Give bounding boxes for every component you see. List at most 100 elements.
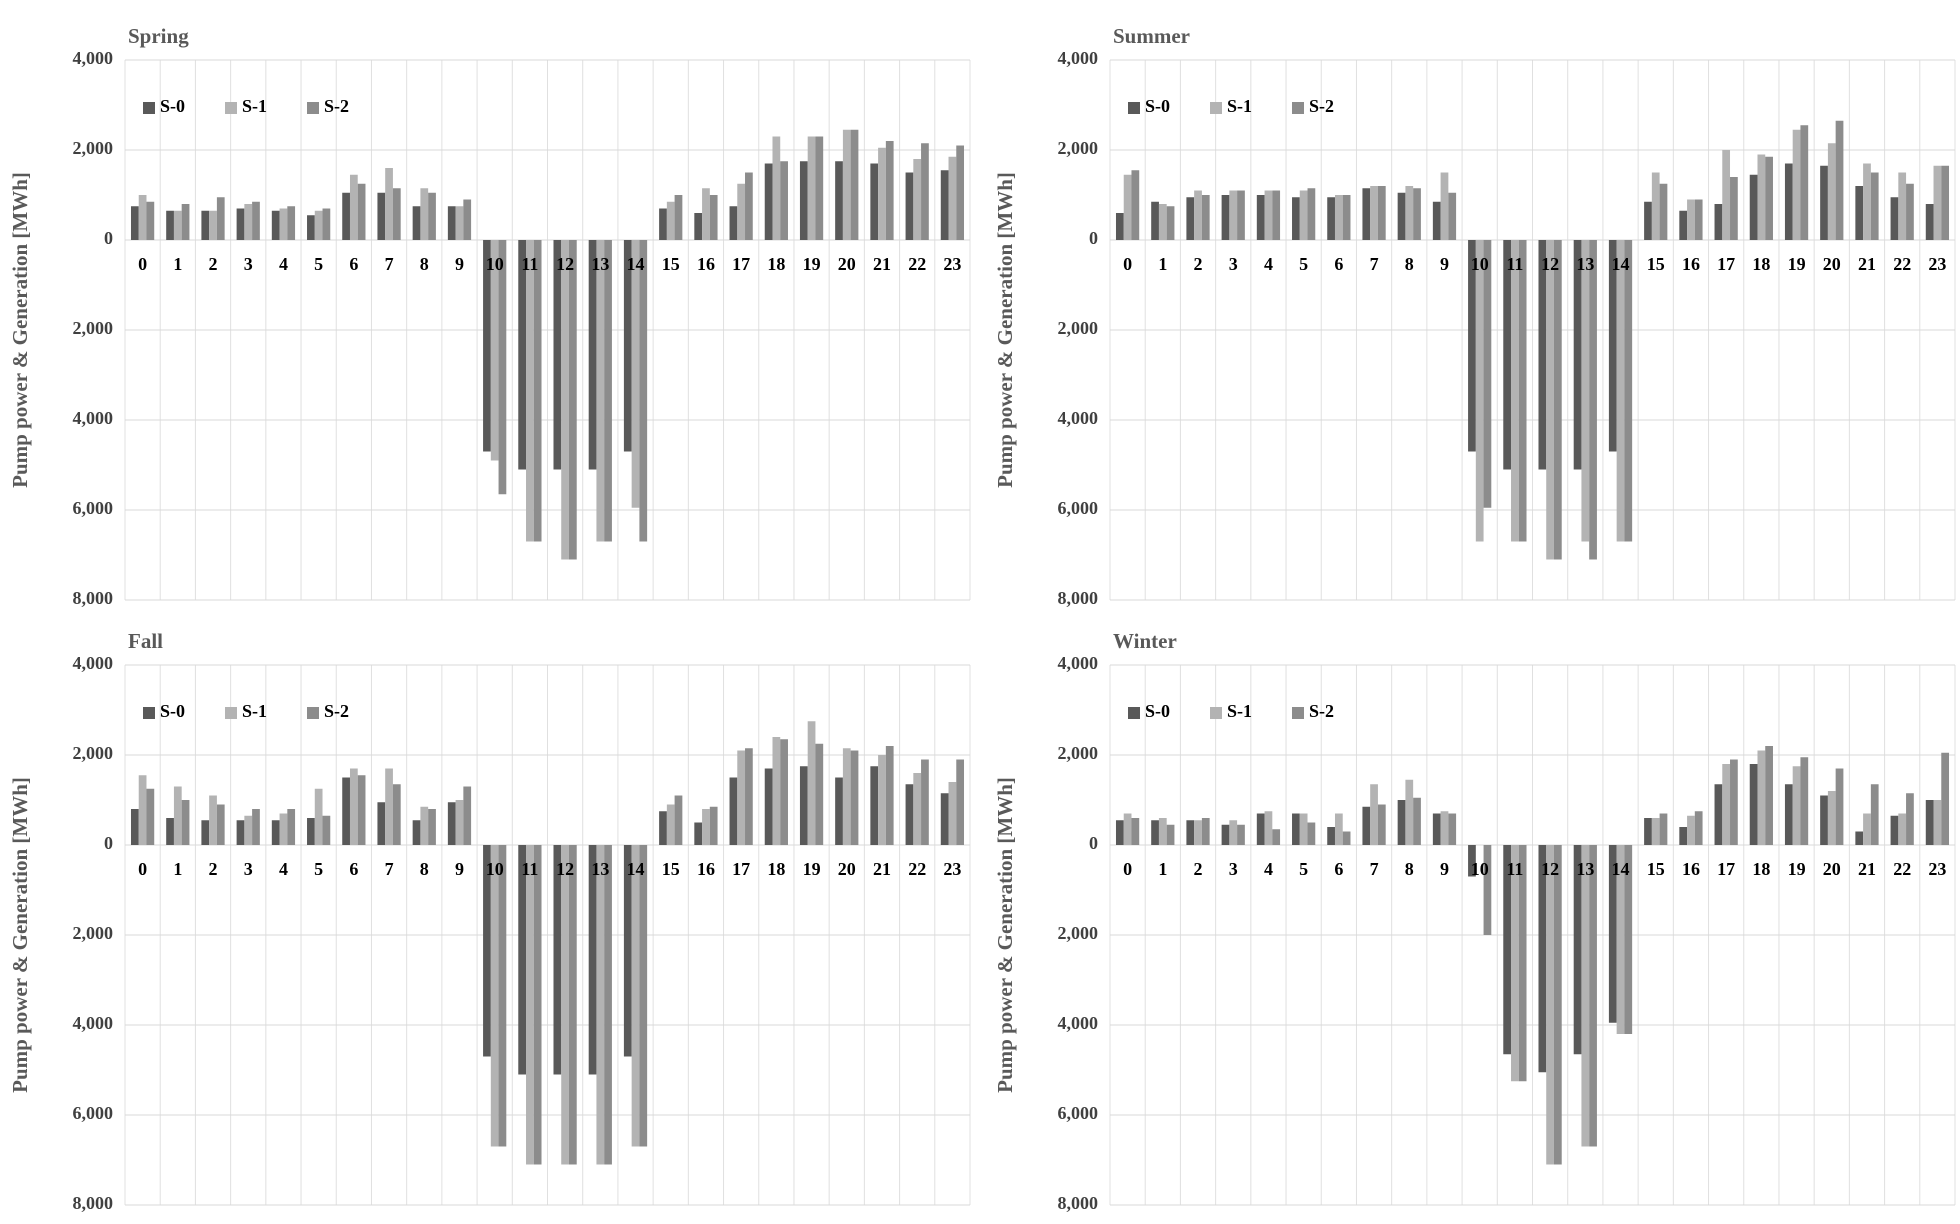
bar (913, 159, 922, 240)
bar (623, 240, 632, 452)
x-tick-label: 11 (521, 859, 538, 879)
bar (1581, 845, 1590, 1147)
bar (526, 845, 534, 1165)
x-tick-label: 11 (1506, 254, 1523, 274)
bar (1651, 172, 1660, 240)
bar (412, 820, 421, 845)
x-tick-label: 0 (1123, 254, 1132, 274)
bar (1483, 240, 1492, 508)
bar (271, 820, 280, 845)
bar (463, 786, 472, 845)
x-tick-label: 7 (385, 859, 394, 879)
x-tick-label: 6 (1334, 254, 1343, 274)
x-tick-label: 15 (1647, 859, 1665, 879)
bar (1589, 240, 1597, 560)
bar (1800, 125, 1809, 240)
bar (1503, 240, 1512, 470)
bar (702, 188, 710, 240)
x-tick-label: 18 (1752, 254, 1770, 274)
bar (1870, 172, 1879, 240)
x-tick-label: 2 (1194, 254, 1203, 274)
bar (1749, 174, 1758, 240)
bar (1863, 813, 1871, 845)
y-tick-label: 4,000 (1058, 408, 1099, 428)
x-tick-label: 11 (521, 254, 538, 274)
bar (835, 777, 843, 845)
bar (1511, 845, 1519, 1082)
x-tick-label: 9 (1440, 254, 1449, 274)
x-tick-label: 21 (873, 859, 891, 879)
x-tick-label: 10 (486, 254, 504, 274)
x-tick-label: 23 (943, 254, 961, 274)
bar (956, 759, 965, 845)
bar (1679, 827, 1688, 845)
chart-title: Winter (1113, 629, 1177, 653)
bar (1440, 811, 1449, 845)
bar (1624, 845, 1633, 1034)
bar (666, 804, 675, 845)
bar (1784, 784, 1793, 845)
bar (1792, 129, 1801, 240)
y-axis-label: Pump power & Generation [MWh] (8, 172, 32, 488)
bar (1687, 815, 1695, 845)
bar (1186, 197, 1195, 240)
bar (428, 192, 436, 240)
bar (1362, 806, 1371, 845)
legend-label: S-1 (1227, 701, 1252, 721)
bar (349, 768, 358, 845)
bar (1292, 813, 1300, 845)
legend-label: S-2 (1309, 96, 1334, 116)
bar (604, 845, 612, 1165)
bar (1432, 813, 1441, 845)
x-tick-label: 18 (1752, 859, 1770, 879)
bar (181, 800, 190, 845)
bar (885, 141, 894, 240)
bar (1659, 183, 1668, 240)
y-tick-label: 2,000 (73, 743, 114, 763)
bar (666, 201, 675, 240)
chart-title: Spring (128, 24, 189, 48)
y-tick-label: 0 (1089, 833, 1098, 853)
bar (956, 145, 965, 240)
y-tick-label: 2,000 (73, 923, 114, 943)
x-tick-label: 10 (486, 859, 504, 879)
bar (1573, 240, 1582, 470)
bar (659, 811, 667, 845)
y-tick-label: 6,000 (73, 498, 114, 518)
legend-swatch (225, 102, 237, 114)
x-tick-label: 10 (1471, 254, 1489, 274)
bar (1377, 804, 1386, 845)
x-tick-label: 13 (1576, 859, 1594, 879)
bar (1546, 240, 1554, 560)
bar (483, 845, 491, 1057)
bar (807, 136, 816, 240)
bar (307, 215, 315, 240)
bar (1327, 827, 1335, 845)
bar (913, 773, 922, 845)
x-tick-label: 19 (803, 254, 821, 274)
bar (1784, 163, 1793, 240)
bar (1237, 824, 1245, 845)
x-tick-label: 17 (732, 859, 750, 879)
x-tick-label: 17 (732, 254, 750, 274)
bar (1863, 163, 1871, 240)
bar (674, 795, 683, 845)
bar (948, 782, 957, 845)
x-tick-label: 12 (1541, 859, 1559, 879)
bar (1342, 831, 1351, 845)
bar (1546, 845, 1554, 1165)
x-tick-label: 2 (1194, 859, 1203, 879)
legend-label: S-0 (160, 96, 185, 116)
bar (1518, 240, 1527, 542)
bar (1151, 820, 1159, 845)
x-tick-label: 4 (1264, 254, 1273, 274)
x-tick-label: 8 (1405, 859, 1414, 879)
bar (1624, 240, 1633, 542)
x-tick-label: 17 (1717, 859, 1735, 879)
y-tick-label: 4,000 (1058, 653, 1099, 673)
x-tick-label: 21 (1858, 254, 1876, 274)
bar (166, 818, 174, 845)
bar (377, 192, 386, 240)
x-tick-label: 13 (591, 254, 609, 274)
legend-swatch (307, 707, 319, 719)
